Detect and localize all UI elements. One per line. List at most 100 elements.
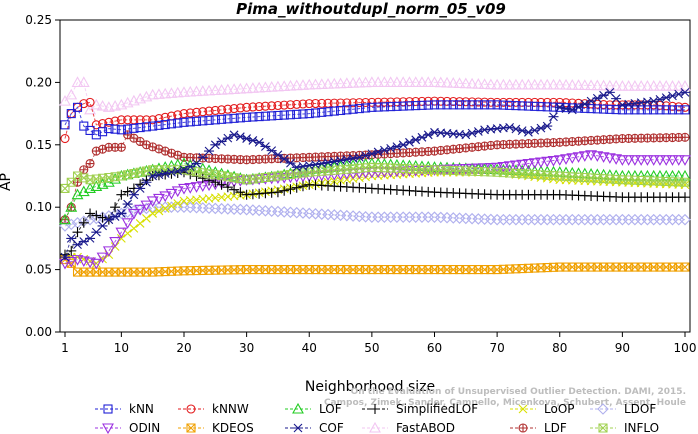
legend-label: kNN bbox=[129, 402, 154, 416]
data-point bbox=[616, 80, 629, 91]
data-point bbox=[667, 105, 678, 115]
legend-label: KDEOS bbox=[212, 421, 254, 434]
data-point bbox=[116, 125, 126, 135]
data-point bbox=[216, 179, 227, 190]
data-point bbox=[290, 79, 303, 91]
legend-marker bbox=[598, 423, 608, 433]
data-point bbox=[198, 107, 208, 117]
data-point bbox=[85, 208, 96, 219]
data-point bbox=[271, 80, 284, 92]
data-point bbox=[259, 81, 272, 93]
data-point bbox=[630, 105, 640, 115]
data-point bbox=[210, 105, 220, 116]
data-point bbox=[235, 187, 246, 198]
x-tick-label: 90 bbox=[615, 341, 630, 355]
data-point bbox=[98, 127, 108, 137]
data-point bbox=[260, 111, 270, 121]
data-point bbox=[154, 206, 164, 216]
data-point bbox=[190, 182, 203, 193]
data-point bbox=[179, 109, 189, 119]
data-point bbox=[603, 79, 616, 91]
data-point bbox=[59, 213, 71, 225]
data-point bbox=[210, 115, 220, 125]
data-point bbox=[198, 116, 208, 126]
data-point bbox=[91, 210, 102, 221]
data-point bbox=[347, 77, 360, 88]
data-point bbox=[516, 78, 529, 90]
legend-marker bbox=[103, 404, 113, 414]
data-point bbox=[491, 78, 504, 90]
data-point bbox=[196, 85, 209, 96]
data-point bbox=[273, 100, 283, 111]
data-point bbox=[535, 123, 546, 133]
data-point bbox=[666, 80, 679, 91]
data-point bbox=[529, 125, 540, 135]
credit-line-1: On the Evaluation of Unsupervised Outlie… bbox=[351, 387, 686, 397]
series-FastABOD bbox=[59, 76, 691, 115]
data-point bbox=[528, 158, 541, 169]
data-point bbox=[315, 78, 328, 89]
data-point bbox=[60, 134, 70, 144]
data-point bbox=[617, 105, 627, 115]
data-point bbox=[59, 94, 71, 106]
data-point bbox=[397, 76, 410, 87]
legend-item-LDF: LDF bbox=[510, 421, 567, 434]
data-point bbox=[159, 191, 172, 203]
data-point bbox=[229, 104, 239, 114]
data-point bbox=[123, 115, 133, 125]
data-point bbox=[242, 102, 252, 112]
data-point bbox=[204, 106, 214, 116]
data-point bbox=[310, 98, 321, 109]
x-axis-label: Neighborhood size bbox=[305, 379, 435, 395]
data-point bbox=[102, 246, 115, 258]
data-point bbox=[548, 112, 559, 122]
legend-marker bbox=[518, 423, 528, 433]
data-point bbox=[385, 143, 396, 153]
series-kNN bbox=[60, 100, 690, 140]
data-point bbox=[390, 76, 403, 87]
data-point bbox=[578, 79, 591, 90]
series-line bbox=[65, 171, 686, 264]
data-point bbox=[234, 82, 247, 94]
data-point bbox=[209, 84, 222, 96]
data-point bbox=[403, 76, 416, 87]
data-point bbox=[372, 76, 385, 87]
x-tick-label: 80 bbox=[552, 341, 567, 355]
data-point bbox=[159, 87, 172, 99]
legend-label: LoOP bbox=[544, 402, 575, 416]
data-point bbox=[184, 183, 197, 194]
data-point bbox=[510, 124, 521, 134]
y-axis: 0.00 0.05 0.10 0.15 0.20 0.25 bbox=[25, 13, 60, 339]
data-point bbox=[342, 105, 352, 115]
legend-label: ODIN bbox=[129, 421, 160, 434]
data-point bbox=[680, 262, 690, 272]
data-point bbox=[273, 110, 283, 121]
data-point bbox=[453, 77, 466, 88]
data-point bbox=[267, 101, 277, 111]
data-point bbox=[279, 100, 289, 110]
data-point bbox=[167, 201, 176, 211]
data-point bbox=[77, 76, 90, 87]
data-point bbox=[378, 76, 391, 87]
legend-marker bbox=[186, 404, 196, 414]
data-point bbox=[379, 102, 389, 112]
data-point bbox=[622, 155, 635, 166]
data-point bbox=[679, 80, 691, 91]
data-point bbox=[60, 120, 70, 130]
data-point bbox=[553, 78, 566, 90]
x-tick-label: 100 bbox=[674, 341, 697, 355]
data-point bbox=[154, 114, 164, 124]
y-axis-label: AP bbox=[0, 173, 14, 191]
data-point bbox=[115, 227, 128, 239]
data-point bbox=[229, 184, 240, 195]
data-point bbox=[78, 217, 89, 228]
legend-item-kNN: kNN bbox=[95, 402, 154, 416]
data-point bbox=[572, 79, 585, 90]
data-point bbox=[654, 169, 666, 181]
data-point bbox=[417, 100, 427, 110]
data-point bbox=[148, 121, 158, 131]
data-point bbox=[660, 155, 673, 166]
x-axis: 1 10 20 30 40 50 60 70 80 90 100 bbox=[61, 332, 696, 355]
data-point bbox=[672, 80, 685, 91]
data-point bbox=[336, 105, 346, 116]
